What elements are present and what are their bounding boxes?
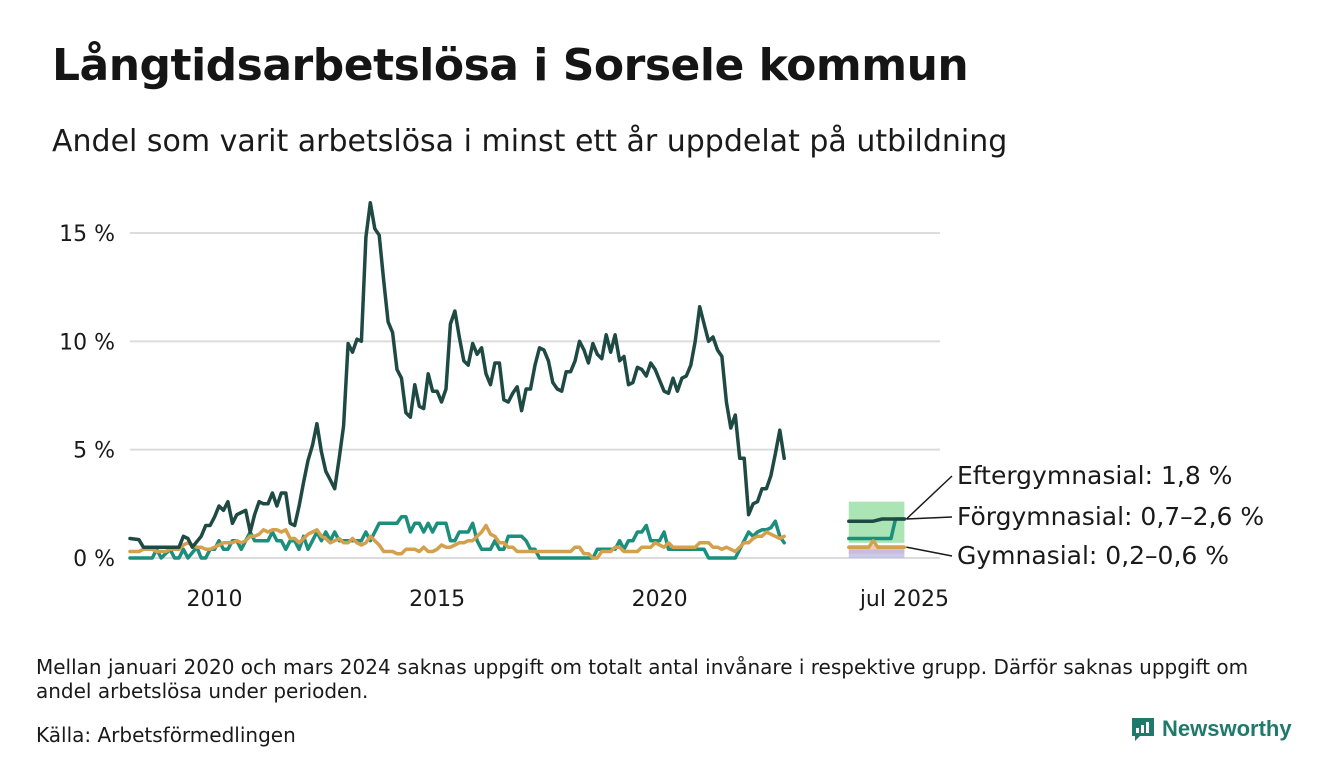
xtick-label: jul 2025	[859, 587, 949, 612]
brand-logo[interactable]: Newsworthy	[1130, 716, 1292, 742]
brand-name: Newsworthy	[1162, 716, 1292, 741]
series-label-forgymnasial: Förgymnasial: 0,7–2,6 %	[957, 502, 1264, 531]
footnote: Mellan januari 2020 och mars 2024 saknas…	[36, 655, 1249, 703]
chart-subtitle: Andel som varit arbetslösa i minst ett å…	[52, 124, 1008, 159]
ytick-label: 10 %	[59, 330, 115, 355]
source-credit: Källa: Arbetsförmedlingen	[36, 723, 296, 747]
series-label-eftergymnasial: Eftergymnasial: 1,8 %	[957, 461, 1232, 490]
label-leader-forgymnasial	[906, 516, 953, 520]
ytick-label: 0 %	[73, 547, 115, 572]
line-chart: 2010 2015 2020 jul 2025 0 % 5 % 10 % 15 % Efte…	[59, 200, 1264, 612]
label-leader-gymnasial	[906, 546, 953, 557]
band-eftergymnasial	[848, 549, 905, 558]
series-line-gymnasial	[128, 523, 786, 560]
ytick-label: 5 %	[73, 439, 115, 464]
recent-line-gymnasial	[847, 538, 907, 549]
xtick-label: 2010	[187, 587, 243, 612]
label-leader-eftergymnasial	[905, 475, 953, 520]
series-label-gymnasial: Gymnasial: 0,2–0,6 %	[957, 541, 1229, 570]
newsworthy-logo-icon	[1132, 718, 1154, 741]
chart-title: Långtidsarbetslösa i Sorsele kommun	[52, 40, 969, 91]
xtick-label: 2020	[632, 587, 688, 612]
recent-line-eftergymnasial	[847, 517, 907, 523]
series-line-forgymnasial	[128, 515, 786, 560]
xtick-label: 2015	[409, 587, 465, 612]
series-line-eftergymnasial	[128, 200, 786, 549]
ytick-label: 15 %	[59, 222, 115, 247]
